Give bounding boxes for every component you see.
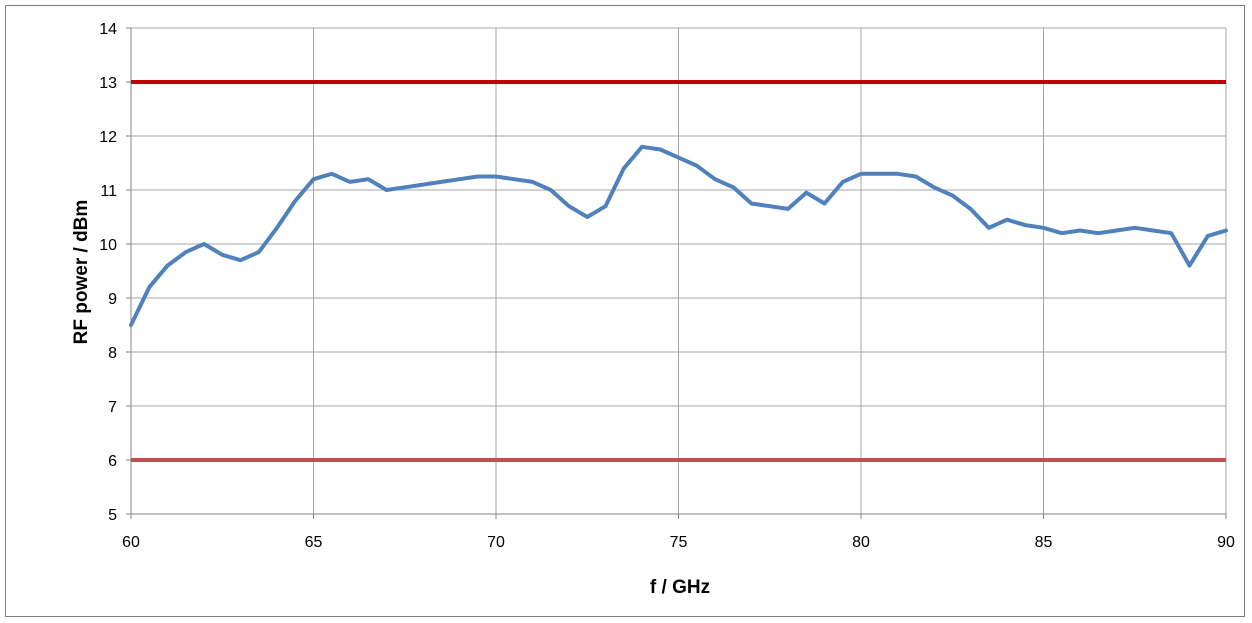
y-tick-label: 14 [99, 21, 117, 38]
x-tick-label: 65 [305, 534, 323, 551]
x-tick-label: 70 [487, 534, 505, 551]
chart-frame: 5 6 7 8 9 10 11 12 13 14 60 65 70 75 80 85 90 f / GHz R… [5, 5, 1245, 617]
grid [126, 27, 1227, 519]
series-line [129, 144, 1228, 327]
y-tick-label: 6 [108, 453, 117, 470]
y-tick-label: 8 [108, 345, 117, 362]
y-tick-labels: 5 6 7 8 9 10 11 12 13 14 [99, 21, 117, 524]
x-axis-title: f / GHz [650, 577, 710, 598]
y-tick-label: 11 [100, 183, 117, 200]
x-tick-label: 85 [1035, 534, 1053, 551]
y-tick-label: 9 [108, 291, 117, 308]
line-chart: 5 6 7 8 9 10 11 12 13 14 60 65 70 75 80 85 90 f / GHz R… [71, 21, 1235, 598]
x-tick-label: 75 [670, 534, 688, 551]
series-layer [129, 144, 1228, 327]
x-tick-label: 60 [122, 534, 140, 551]
y-tick-label: 13 [99, 75, 117, 92]
x-tick-label: 90 [1217, 534, 1235, 551]
x-tick-label: 80 [852, 534, 870, 551]
y-tick-label: 5 [108, 507, 117, 524]
x-tick-labels: 60 65 70 75 80 85 90 [122, 534, 1235, 551]
y-tick-label: 7 [108, 399, 117, 416]
y-tick-label: 10 [99, 237, 117, 254]
y-axis-title: RF power / dBm [71, 200, 92, 345]
limit-lines [131, 80, 1226, 462]
y-tick-label: 12 [99, 129, 117, 146]
